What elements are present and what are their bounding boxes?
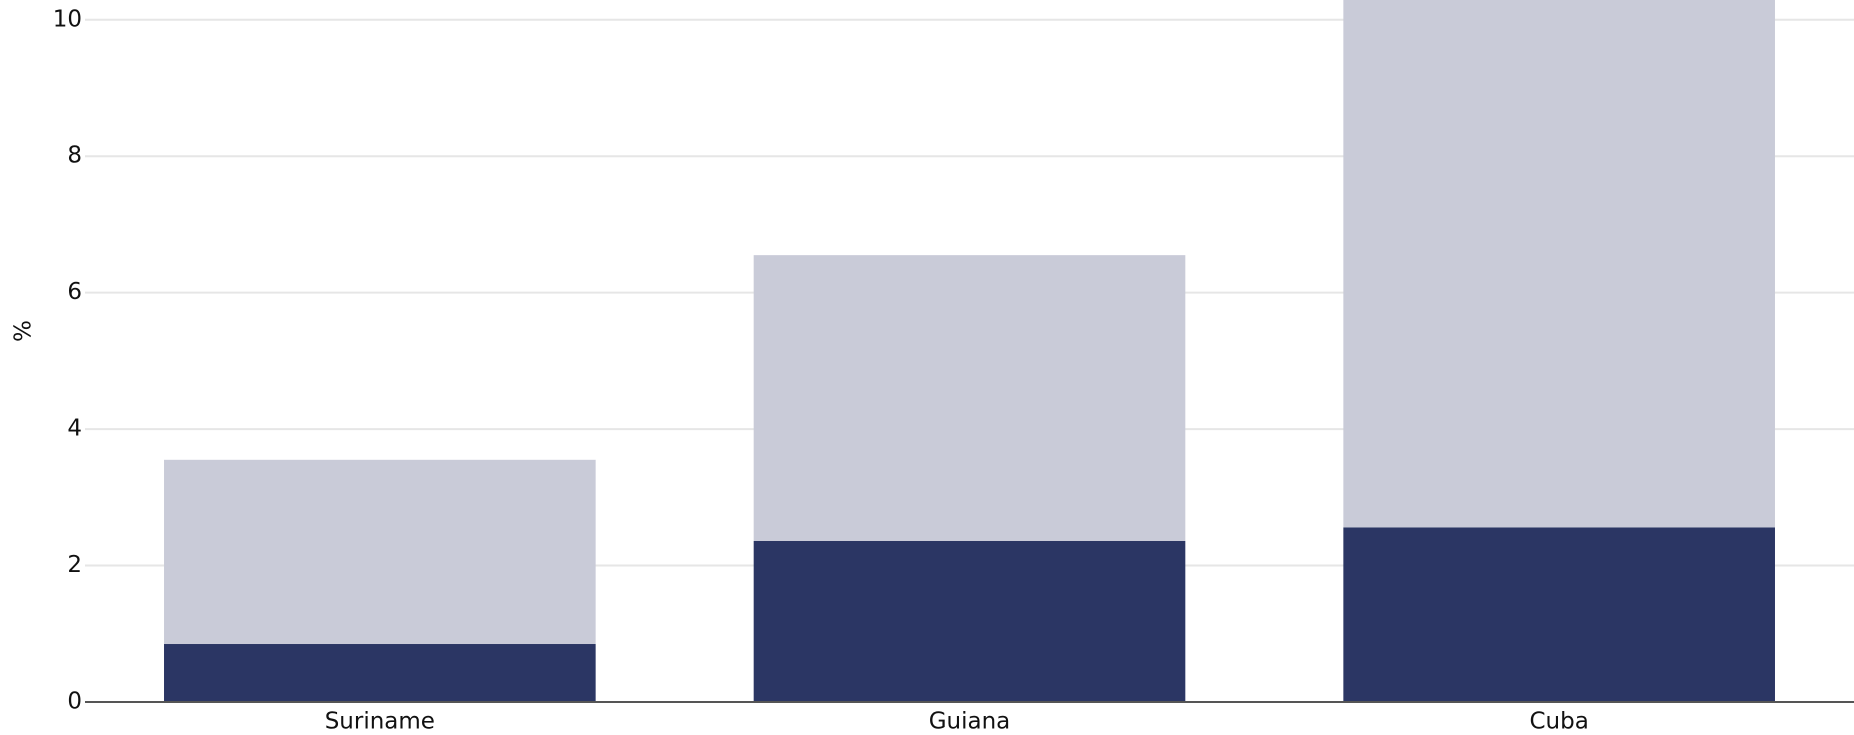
bar-segment: [1343, 0, 1775, 528]
y-tick-label: 0: [67, 689, 82, 715]
y-tick-label: 4: [67, 416, 82, 442]
y-tick-label: 2: [67, 552, 82, 578]
x-tick-label: Cuba: [1529, 709, 1588, 735]
y-tick-label: 10: [53, 6, 82, 32]
bars: [164, 0, 1775, 702]
x-tick-label: Guiana: [929, 709, 1011, 735]
x-tick-label: Suriname: [325, 709, 435, 735]
y-tick-label: 8: [67, 143, 82, 169]
bar-segment: [1343, 527, 1775, 702]
bar-segment: [164, 644, 596, 702]
bar-segment: [753, 540, 1186, 702]
y-axis-label: %: [8, 320, 34, 342]
bar-segment: [164, 459, 596, 645]
bar-segment: [753, 255, 1186, 541]
y-tick-label: 6: [67, 279, 82, 305]
